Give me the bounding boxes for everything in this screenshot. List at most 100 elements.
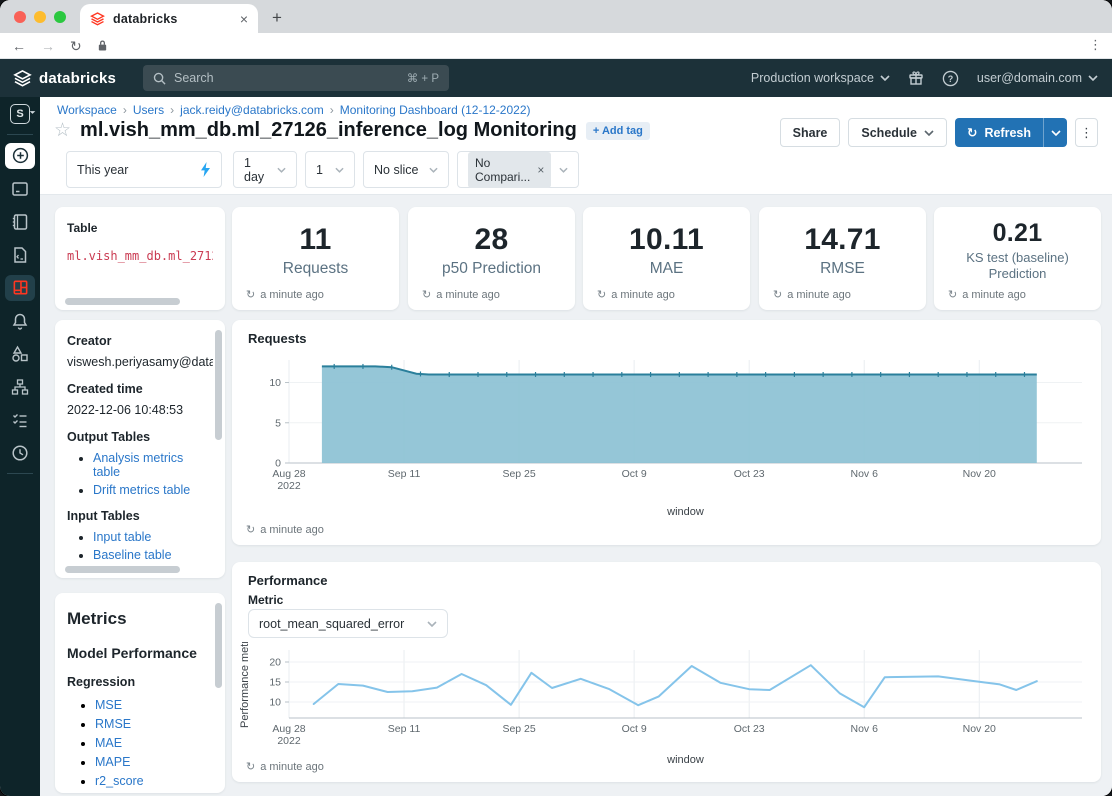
- forward-icon[interactable]: →: [41, 37, 55, 54]
- page-header: Workspace › Users › jack.reidy@databricks.…: [40, 97, 1112, 195]
- chevron-separator: ›: [170, 103, 175, 117]
- sidebar-item-queries[interactable]: [0, 238, 40, 271]
- interval-dropdown[interactable]: 1 day: [233, 151, 297, 188]
- breadcrumb-user-email[interactable]: jack.reidy@databricks.com: [180, 103, 324, 117]
- svg-text:window: window: [666, 506, 704, 518]
- svg-text:15: 15: [269, 677, 281, 689]
- breadcrumb-users[interactable]: Users: [132, 103, 165, 117]
- list-item: Analysis metrics table: [93, 451, 213, 479]
- user-menu[interactable]: user@domain.com: [977, 71, 1098, 85]
- minimize-window-button[interactable]: [34, 11, 46, 23]
- breadcrumb-workspace[interactable]: Workspace: [57, 103, 117, 117]
- horizontal-scrollbar[interactable]: [65, 298, 180, 305]
- traffic-lights[interactable]: [14, 11, 66, 23]
- add-tag-button[interactable]: + Add tag: [585, 121, 650, 140]
- refresh-button[interactable]: ↻ Refresh: [955, 118, 1043, 147]
- comparison-dropdown[interactable]: No Compari... ×: [457, 151, 579, 188]
- refresh-menu-button[interactable]: [1043, 118, 1067, 147]
- regression-links-list: MSE RMSE MAE MAPE r2_score: [95, 698, 213, 788]
- mae-link[interactable]: MAE: [95, 736, 123, 750]
- chart-updated: a minute ago: [260, 760, 324, 773]
- svg-text:Nov 20: Nov 20: [963, 723, 996, 735]
- lock-icon[interactable]: [97, 39, 108, 52]
- databricks-logo[interactable]: databricks: [13, 70, 116, 87]
- reload-icon[interactable]: ↻: [70, 37, 82, 54]
- mse-link[interactable]: MSE: [95, 698, 123, 712]
- vertical-scrollbar[interactable]: [215, 603, 222, 688]
- tab-close-icon[interactable]: ×: [239, 10, 248, 27]
- list-item: MSE: [95, 698, 213, 712]
- regression-heading: Regression: [67, 675, 136, 689]
- creator-value: viswesh.periyasamy@databri: [67, 355, 213, 369]
- breadcrumb-dashboard[interactable]: Monitoring Dashboard (12-12-2022): [339, 103, 531, 117]
- browser-menu-icon[interactable]: ⋮: [1089, 37, 1102, 52]
- list-item: MAPE: [95, 755, 213, 769]
- r2-score-link[interactable]: r2_score: [95, 774, 144, 788]
- refresh-split-button[interactable]: ↻ Refresh: [954, 118, 1067, 147]
- sidebar-item-create[interactable]: [0, 139, 40, 172]
- rmse-link[interactable]: RMSE: [95, 717, 132, 731]
- refresh-icon: ↻: [246, 761, 256, 773]
- count-dropdown[interactable]: 1: [305, 151, 355, 188]
- slice-dropdown[interactable]: No slice: [363, 151, 449, 188]
- share-button[interactable]: Share: [779, 118, 841, 147]
- table-card-label: Table: [67, 221, 98, 235]
- baseline-table-link[interactable]: Baseline table: [93, 548, 172, 562]
- svg-text:10: 10: [269, 377, 281, 389]
- input-tables-label: Input Tables: [67, 509, 140, 523]
- refresh-label: Refresh: [984, 125, 1031, 140]
- close-window-button[interactable]: [14, 11, 26, 23]
- horizontal-scrollbar[interactable]: [65, 566, 180, 573]
- sidebar-item-recents[interactable]: [0, 436, 40, 469]
- input-table-link[interactable]: Input table: [93, 530, 152, 544]
- star-icon[interactable]: ☆: [54, 120, 72, 141]
- svg-text:Performance metr: Performance metr: [239, 642, 251, 728]
- creator-label: Creator: [67, 334, 112, 348]
- maximize-window-button[interactable]: [54, 11, 66, 23]
- sidebar-item-persona-switcher[interactable]: S: [0, 97, 40, 130]
- counter-requests-card: 11 Requests ↻ a minute ago: [232, 207, 399, 310]
- search-placeholder: Search: [174, 71, 214, 85]
- sidebar-item-notebooks[interactable]: [0, 205, 40, 238]
- date-range-filter[interactable]: This year: [66, 151, 222, 188]
- sidebar-item-dashboards[interactable]: [0, 271, 40, 304]
- filter-bar: This year 1 day 1 No slice No Compari...…: [40, 151, 1112, 195]
- gift-icon[interactable]: [908, 70, 924, 86]
- count-value: 1: [316, 162, 323, 177]
- breadcrumb: Workspace › Users › jack.reidy@databricks.…: [57, 103, 531, 117]
- vertical-scrollbar[interactable]: [215, 330, 222, 440]
- notebook-icon: [12, 213, 28, 230]
- back-icon[interactable]: ←: [12, 37, 26, 54]
- lightning-icon: [201, 162, 210, 177]
- close-icon[interactable]: ×: [537, 162, 545, 177]
- svg-text:window: window: [666, 754, 704, 766]
- help-icon[interactable]: ?: [942, 70, 959, 87]
- analysis-metrics-link[interactable]: Analysis metrics table: [93, 451, 184, 479]
- sidebar-item-experiments[interactable]: [0, 337, 40, 370]
- comparison-chip[interactable]: No Compari... ×: [468, 151, 552, 188]
- refresh-icon: ↻: [597, 289, 607, 301]
- schedule-button[interactable]: Schedule: [848, 118, 947, 147]
- sidebar-item-task-list[interactable]: [0, 403, 40, 436]
- global-search-input[interactable]: Search ⌘ + P: [143, 65, 449, 91]
- chart-updated: a minute ago: [260, 523, 324, 536]
- metric-dropdown[interactable]: root_mean_squared_error: [248, 609, 448, 638]
- workspace-switcher[interactable]: Production workspace: [751, 71, 890, 85]
- table-name-value[interactable]: ml.vish_mm_db.ml_2712: [67, 249, 213, 263]
- sidebar-item-alerts[interactable]: [0, 304, 40, 337]
- browser-tab[interactable]: databricks ×: [80, 4, 258, 33]
- sidebar-item-sql-editor[interactable]: [0, 172, 40, 205]
- drift-metrics-link[interactable]: Drift metrics table: [93, 483, 191, 497]
- new-tab-button[interactable]: +: [272, 8, 282, 27]
- more-options-button[interactable]: ⋮: [1075, 118, 1098, 147]
- svg-text:Oct 9: Oct 9: [622, 723, 647, 735]
- org-chart-icon: [11, 378, 29, 395]
- chevron-down-icon: [924, 129, 934, 136]
- sidebar-item-compute[interactable]: [0, 370, 40, 403]
- mape-link[interactable]: MAPE: [95, 755, 131, 769]
- refresh-icon: ↻: [773, 289, 783, 301]
- svg-text:Sep 25: Sep 25: [502, 723, 535, 735]
